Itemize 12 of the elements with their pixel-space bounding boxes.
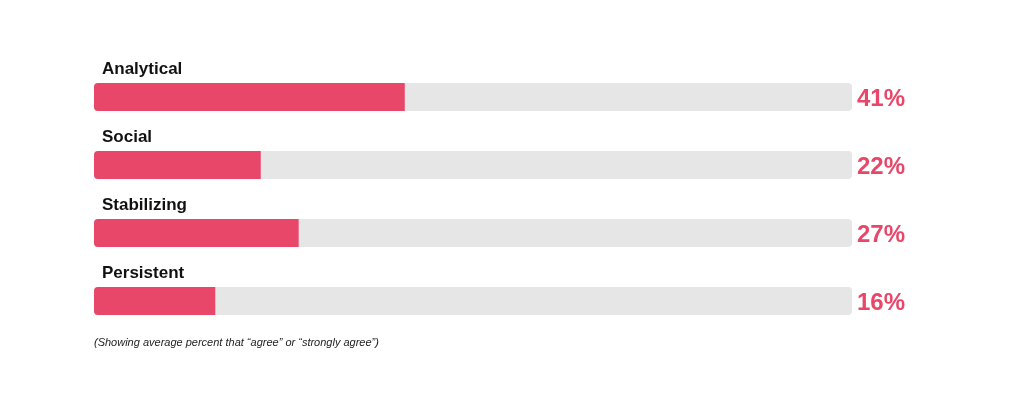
data-label: 16% xyxy=(857,287,906,315)
bar xyxy=(94,287,216,315)
y-tick-label: Social xyxy=(102,127,153,146)
data-label: 27% xyxy=(857,219,906,247)
y-tick-label: Analytical xyxy=(102,59,183,78)
y-tick-label: Stabilizing xyxy=(102,195,187,214)
text: (Showing average percent that “agree” or “strongly agree”) xyxy=(94,335,380,348)
data-label: 41% xyxy=(857,83,906,111)
y-tick-label: Persistent xyxy=(102,263,185,282)
bar xyxy=(94,219,299,247)
bar xyxy=(94,151,261,179)
data-label: 22% xyxy=(857,151,906,179)
